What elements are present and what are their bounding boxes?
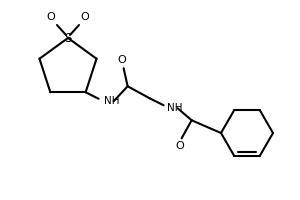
Text: NH: NH (103, 96, 119, 106)
Text: O: O (175, 141, 184, 151)
Text: NH: NH (167, 103, 182, 113)
Text: O: O (81, 12, 89, 22)
Text: S: S (64, 31, 72, 45)
Text: O: O (46, 12, 56, 22)
Text: O: O (117, 55, 126, 65)
